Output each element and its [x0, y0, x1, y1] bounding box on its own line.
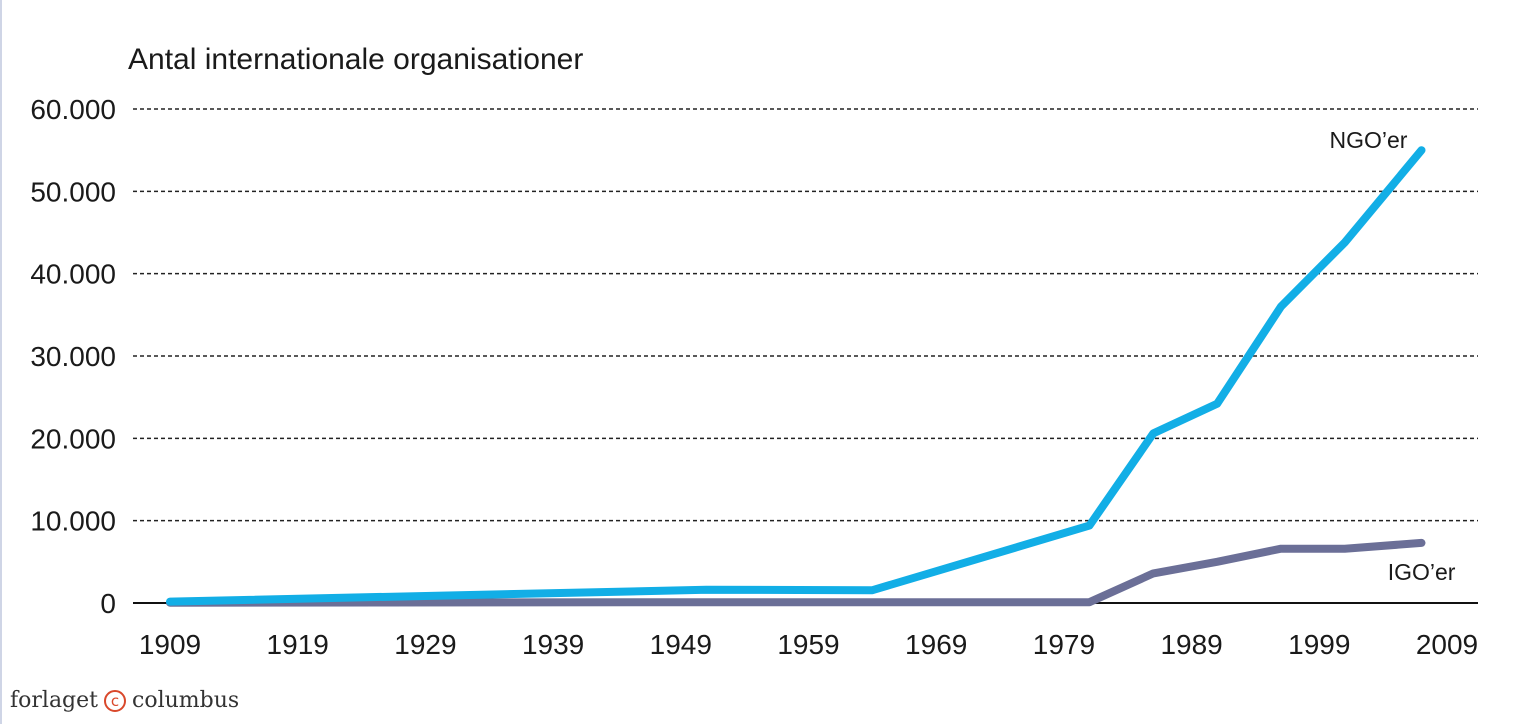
- x-tick-label: 1949: [650, 629, 712, 660]
- y-tick-label: 0: [100, 588, 116, 619]
- publisher-logo: forlaget c columbus: [10, 688, 239, 713]
- x-tick-label: 1979: [1033, 629, 1095, 660]
- y-tick-labels: 0 10.000 20.000 30.000 40.000 50.000 60.000: [30, 94, 116, 619]
- x-tick-label: 2009: [1416, 629, 1478, 660]
- y-axis-title: Antal internationale organisationer: [128, 43, 583, 76]
- copyright-icon: c: [104, 689, 126, 712]
- x-tick-label: 1929: [394, 629, 456, 660]
- x-tick-labels: 1909 1919 1929 1939 1949 1959 1969 1979 1989 1999…: [139, 629, 1478, 660]
- y-tick-label: 60.000: [30, 94, 116, 125]
- left-border: [0, 0, 2, 724]
- publisher-name-left: forlaget: [10, 688, 98, 713]
- x-tick-label: 1999: [1288, 629, 1350, 660]
- series-label-ngo: NGO’er: [1330, 127, 1408, 153]
- x-tick-label: 1939: [522, 629, 584, 660]
- y-tick-label: 20.000: [30, 423, 116, 454]
- x-tick-label: 1959: [777, 629, 839, 660]
- gridlines: [133, 108, 1478, 522]
- x-tick-label: 1989: [1160, 629, 1222, 660]
- series-line-ngo: [166, 146, 1426, 606]
- publisher-name-right: columbus: [132, 688, 240, 713]
- series-lines: [166, 146, 1426, 607]
- y-tick-label: 40.000: [30, 259, 116, 290]
- y-tick-label: 10.000: [30, 506, 116, 537]
- x-tick-label: 1909: [139, 629, 201, 660]
- x-tick-label: 1919: [267, 629, 329, 660]
- series-label-igo: IGO’er: [1388, 559, 1456, 585]
- y-tick-label: 30.000: [30, 341, 116, 372]
- x-tick-label: 1969: [905, 629, 967, 660]
- series-line-igo: [166, 538, 1426, 607]
- series-labels: NGO’er IGO’er: [1330, 127, 1456, 585]
- y-tick-label: 50.000: [30, 176, 116, 207]
